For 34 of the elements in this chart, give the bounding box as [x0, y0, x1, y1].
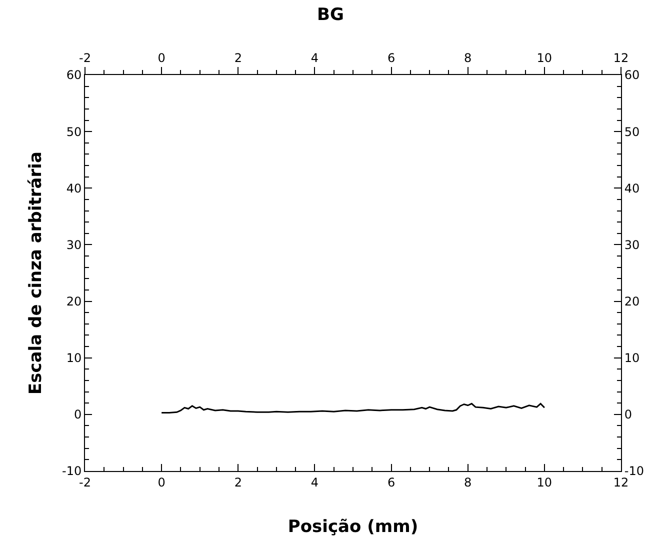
y2-tick-label: 60	[624, 68, 640, 82]
y-tick-label: -10	[62, 464, 82, 478]
y-tick-label: 30	[66, 238, 82, 252]
x-tick-label: 8	[464, 475, 472, 490]
line-series	[160, 402, 546, 414]
x-tick-label: 10	[536, 475, 552, 490]
y-tick-label: 50	[66, 124, 82, 139]
x2-tick-label: 2	[234, 51, 242, 66]
x2-tick-label: 0	[158, 51, 166, 66]
x-tick-label: 2	[234, 475, 242, 490]
x-tick-label: 0	[158, 475, 166, 490]
x-tick-label: 6	[387, 475, 396, 490]
x2-tick-label: 10	[536, 51, 552, 66]
x-tick-label: -2	[79, 475, 91, 490]
y-tick-label: 60	[66, 68, 82, 82]
x2-tick-label: 8	[464, 51, 472, 66]
x2-tick-label: 12	[613, 51, 629, 66]
y2-tick-label: 20	[624, 294, 640, 308]
chart-title: BG	[317, 5, 344, 26]
y2-tick-label: 30	[624, 238, 640, 252]
x-tick-label: 4	[310, 475, 319, 490]
y2-tick-label: 10	[624, 351, 640, 366]
x-axis-title: Posição (mm)	[288, 517, 418, 537]
x2-tick-label: 6	[387, 51, 396, 66]
y-tick-label: 10	[66, 351, 82, 366]
y2-tick-label: 40	[624, 181, 640, 196]
y-axis-title: Escala de cinza arbitrária	[26, 152, 46, 394]
x2-tick-label: 4	[310, 51, 319, 66]
y-tick-label: 20	[66, 294, 82, 308]
x2-tick-label: -2	[79, 51, 91, 66]
y2-tick-label: 50	[624, 124, 640, 139]
y-tick-label: 40	[66, 181, 82, 196]
y2-tick-label: 0	[624, 408, 632, 422]
y-tick-label: 0	[74, 408, 82, 422]
